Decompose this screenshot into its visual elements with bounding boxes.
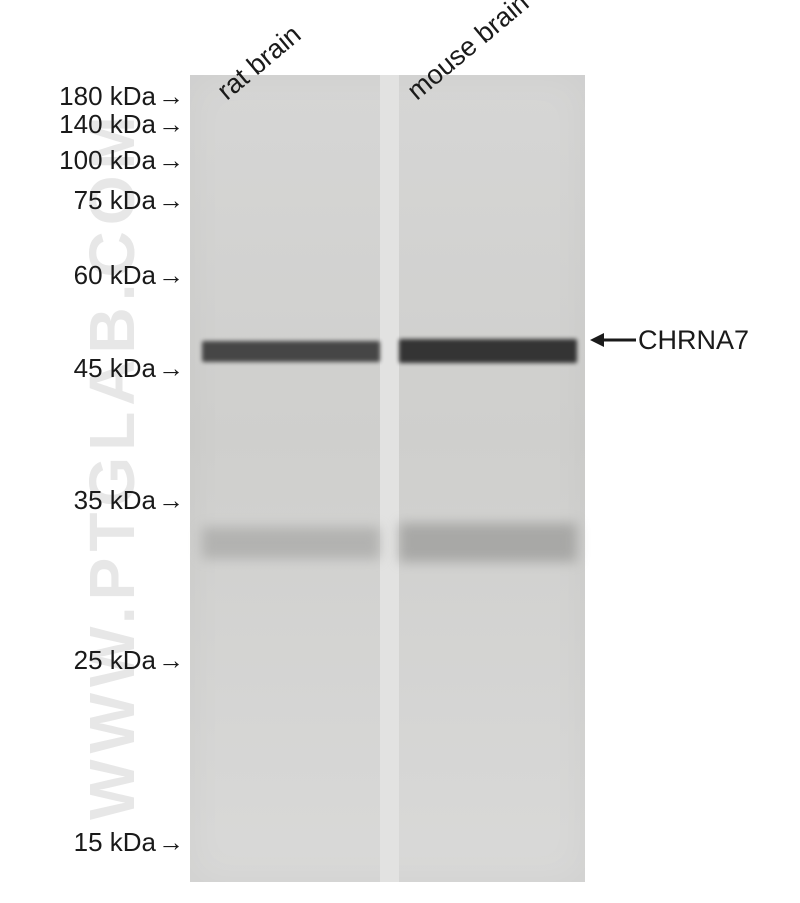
mw-marker-label: 60 kDa→	[0, 262, 184, 288]
mw-marker-label: 25 kDa→	[0, 647, 184, 673]
lane-mouse-brain	[399, 75, 577, 882]
arrow-right-icon: →	[158, 355, 184, 381]
mw-marker-text: 25 kDa	[74, 645, 156, 675]
mw-marker-label: 75 kDa→	[0, 187, 184, 213]
arrow-right-icon: →	[158, 487, 184, 513]
arrow-right-icon: →	[158, 147, 184, 173]
arrow-right-icon: →	[158, 829, 184, 855]
mw-marker-label: 140 kDa→	[0, 111, 184, 137]
band	[399, 339, 577, 363]
band	[399, 523, 577, 562]
lane-gap	[380, 75, 400, 882]
band	[202, 527, 380, 559]
blot-membrane	[190, 75, 585, 882]
mw-marker-text: 60 kDa	[74, 260, 156, 290]
mw-marker-label: 100 kDa→	[0, 147, 184, 173]
mw-marker-text: 15 kDa	[74, 827, 156, 857]
arrow-right-icon: →	[158, 187, 184, 213]
arrow-right-icon: →	[158, 647, 184, 673]
arrow-right-icon: →	[158, 262, 184, 288]
mw-marker-label: 180 kDa→	[0, 83, 184, 109]
watermark-text: WWW.PTGLAB.COM	[75, 110, 149, 820]
mw-marker-text: 140 kDa	[59, 109, 156, 139]
arrow-left-icon	[590, 330, 636, 350]
mw-marker-text: 45 kDa	[74, 353, 156, 383]
target-protein-label: CHRNA7	[638, 327, 749, 354]
arrow-right-icon: →	[158, 111, 184, 137]
mw-marker-text: 75 kDa	[74, 185, 156, 215]
figure-stage: { "canvas": { "width": 800, "height": 90…	[0, 0, 800, 903]
arrow-right-icon: →	[158, 83, 184, 109]
target-protein-arrow: CHRNA7	[590, 327, 749, 354]
mw-marker-text: 180 kDa	[59, 81, 156, 111]
lane-rat-brain	[202, 75, 380, 882]
band	[202, 341, 380, 362]
mw-marker-text: 100 kDa	[59, 145, 156, 175]
mw-marker-label: 45 kDa→	[0, 355, 184, 381]
mw-marker-label: 35 kDa→	[0, 487, 184, 513]
mw-marker-label: 15 kDa→	[0, 829, 184, 855]
mw-marker-text: 35 kDa	[74, 485, 156, 515]
